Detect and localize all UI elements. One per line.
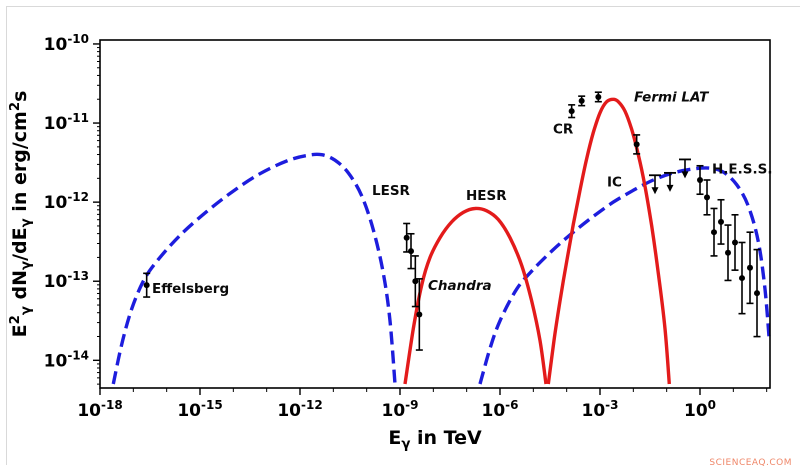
figure-border-top bbox=[6, 6, 800, 7]
label-h-e-s-s: H.E.S.S. bbox=[712, 162, 772, 178]
label-ic: IC bbox=[607, 174, 622, 190]
y-axis: 10-14 10-13 10-12 10-11 10-10 bbox=[44, 32, 100, 385]
data-point bbox=[416, 311, 423, 318]
data-point bbox=[739, 275, 745, 282]
data-point bbox=[697, 176, 703, 183]
x-tick-label-1e-6: 10-6 bbox=[481, 398, 518, 421]
data-point bbox=[568, 108, 575, 115]
x-tick-label-1e-9: 10-9 bbox=[381, 398, 418, 421]
x-axis-label: Eγ in TeV bbox=[388, 427, 482, 452]
data-point bbox=[754, 290, 760, 297]
upper-limit-arrow-icon bbox=[666, 184, 674, 192]
curve-hesr-synchrotron bbox=[403, 206, 548, 385]
data-point bbox=[412, 278, 419, 285]
x-axis: 10-18 10-15 10-12 10-9 10-6 10-3 100 bbox=[77, 388, 768, 421]
x-tick-label-1e-18: 10-18 bbox=[77, 398, 122, 421]
data-point bbox=[718, 218, 724, 225]
label-lesr: LESR bbox=[372, 183, 411, 199]
curve-lesr-synchrotron bbox=[111, 152, 397, 385]
data-effelsberg bbox=[143, 272, 151, 298]
data-point bbox=[747, 264, 753, 271]
label-effelsberg: Effelsberg bbox=[152, 281, 229, 297]
data-chandra bbox=[403, 222, 423, 351]
data-point bbox=[595, 93, 602, 100]
y-tick-label-1e-10: 10-10 bbox=[44, 32, 89, 55]
watermark: SCIENCEAQ.COM bbox=[709, 458, 792, 468]
label-fermi-lat: Fermi LAT bbox=[634, 90, 710, 106]
data-point bbox=[732, 239, 738, 246]
x-tick-label-1e-15: 10-15 bbox=[177, 398, 222, 421]
data-point bbox=[408, 248, 414, 255]
data-fermi-lat bbox=[568, 91, 691, 195]
y-tick-label-1e-14: 10-14 bbox=[44, 348, 89, 371]
label-hesr: HESR bbox=[466, 188, 507, 204]
y-tick-label-1e-12: 10-12 bbox=[44, 190, 89, 213]
data-point bbox=[725, 249, 731, 256]
upper-limit-arrow-icon bbox=[651, 187, 659, 195]
x-tick-label-1e0: 100 bbox=[684, 398, 716, 421]
y-axis-label: E2γ dNγ/dEγ in erg/cm2s bbox=[8, 91, 34, 338]
upper-limit-arrow-icon bbox=[681, 171, 689, 179]
data-point bbox=[403, 234, 410, 241]
model-curves bbox=[111, 97, 771, 385]
y-tick-label-1e-11: 10-11 bbox=[44, 111, 89, 134]
data-point bbox=[711, 229, 717, 236]
data-point bbox=[143, 282, 150, 289]
y-tick-label-1e-13: 10-13 bbox=[44, 269, 89, 292]
label-chandra: Chandra bbox=[428, 278, 492, 294]
data-point bbox=[633, 141, 640, 148]
data-point bbox=[704, 194, 710, 201]
data-point bbox=[578, 97, 585, 104]
figure-border-left bbox=[6, 6, 7, 465]
curve-cr-pion-decay bbox=[546, 97, 671, 385]
x-tick-label-1e-3: 10-3 bbox=[581, 398, 618, 421]
x-tick-label-1e-12: 10-12 bbox=[277, 398, 322, 421]
data-h-e-s-s bbox=[696, 164, 761, 338]
label-cr: CR bbox=[553, 121, 574, 137]
